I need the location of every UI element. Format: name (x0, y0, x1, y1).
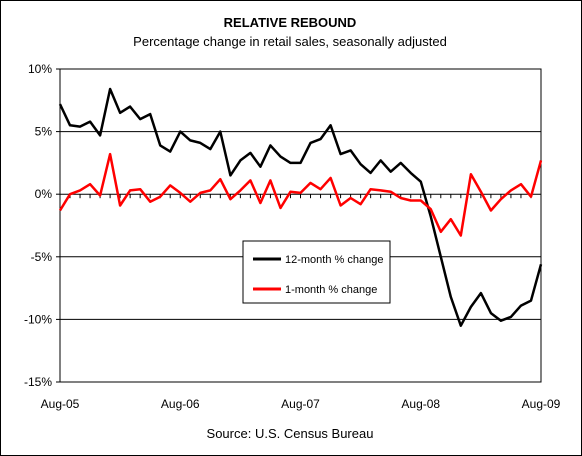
legend-label-12-month: 12-month % change (285, 254, 383, 266)
y-tick-label: -10% (24, 312, 52, 326)
legend-box (242, 240, 391, 304)
x-tick-label: Aug-06 (161, 397, 200, 411)
y-tick-label: -15% (24, 375, 52, 389)
x-tick-label: Aug-09 (522, 397, 561, 411)
legend-label-1-month: 1-month % change (285, 284, 377, 296)
y-tick-label: 0% (35, 187, 53, 201)
y-tick-label: -5% (31, 250, 53, 264)
y-tick-label: 10% (28, 62, 52, 76)
plot-area (59, 68, 542, 383)
series-line-1-month (58, 152, 543, 237)
chart-source: Source: U.S. Census Bureau (206, 426, 374, 441)
chart-subtitle: Percentage change in retail sales, seaso… (133, 34, 447, 49)
y-tick-label: 5% (35, 125, 53, 139)
x-tick-label: Aug-05 (41, 397, 80, 411)
legend: 12-month % change 1-month % change (242, 240, 391, 304)
x-tick-label: Aug-08 (401, 397, 440, 411)
chart-title: RELATIVE REBOUND (223, 15, 357, 30)
x-tick-label: Aug-07 (281, 397, 320, 411)
series-line-12-month (58, 87, 543, 327)
